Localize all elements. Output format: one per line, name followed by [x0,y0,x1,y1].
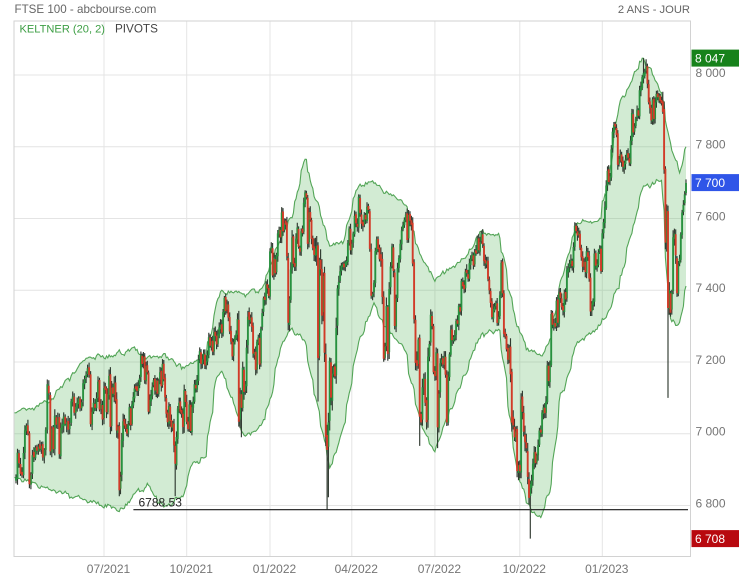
svg-text:7 800: 7 800 [696,138,726,152]
svg-text:7 200: 7 200 [696,353,726,367]
svg-text:07/2021: 07/2021 [87,562,131,576]
svg-text:8 047: 8 047 [695,51,725,65]
svg-text:10/2021: 10/2021 [170,562,214,576]
svg-text:6 708: 6 708 [695,532,725,546]
svg-text:FTSE 100 - abcbourse.com: FTSE 100 - abcbourse.com [15,3,157,16]
svg-text:10/2022: 10/2022 [503,562,547,576]
svg-text:7 600: 7 600 [696,209,726,223]
svg-text:07/2022: 07/2022 [418,562,462,576]
svg-text:6 800: 6 800 [696,496,726,510]
svg-text:KELTNER (20, 2): KELTNER (20, 2) [20,24,106,36]
svg-text:PIVOTS: PIVOTS [115,23,158,36]
svg-text:8 000: 8 000 [696,66,726,80]
svg-text:7 000: 7 000 [696,425,726,439]
svg-text:6788.53: 6788.53 [139,496,183,510]
svg-text:01/2022: 01/2022 [253,562,297,576]
svg-text:01/2023: 01/2023 [585,562,629,576]
svg-text:04/2022: 04/2022 [335,562,379,576]
svg-text:7 400: 7 400 [696,281,726,295]
svg-text:7 700: 7 700 [695,176,725,190]
svg-text:2 ANS - JOUR: 2 ANS - JOUR [618,4,690,16]
